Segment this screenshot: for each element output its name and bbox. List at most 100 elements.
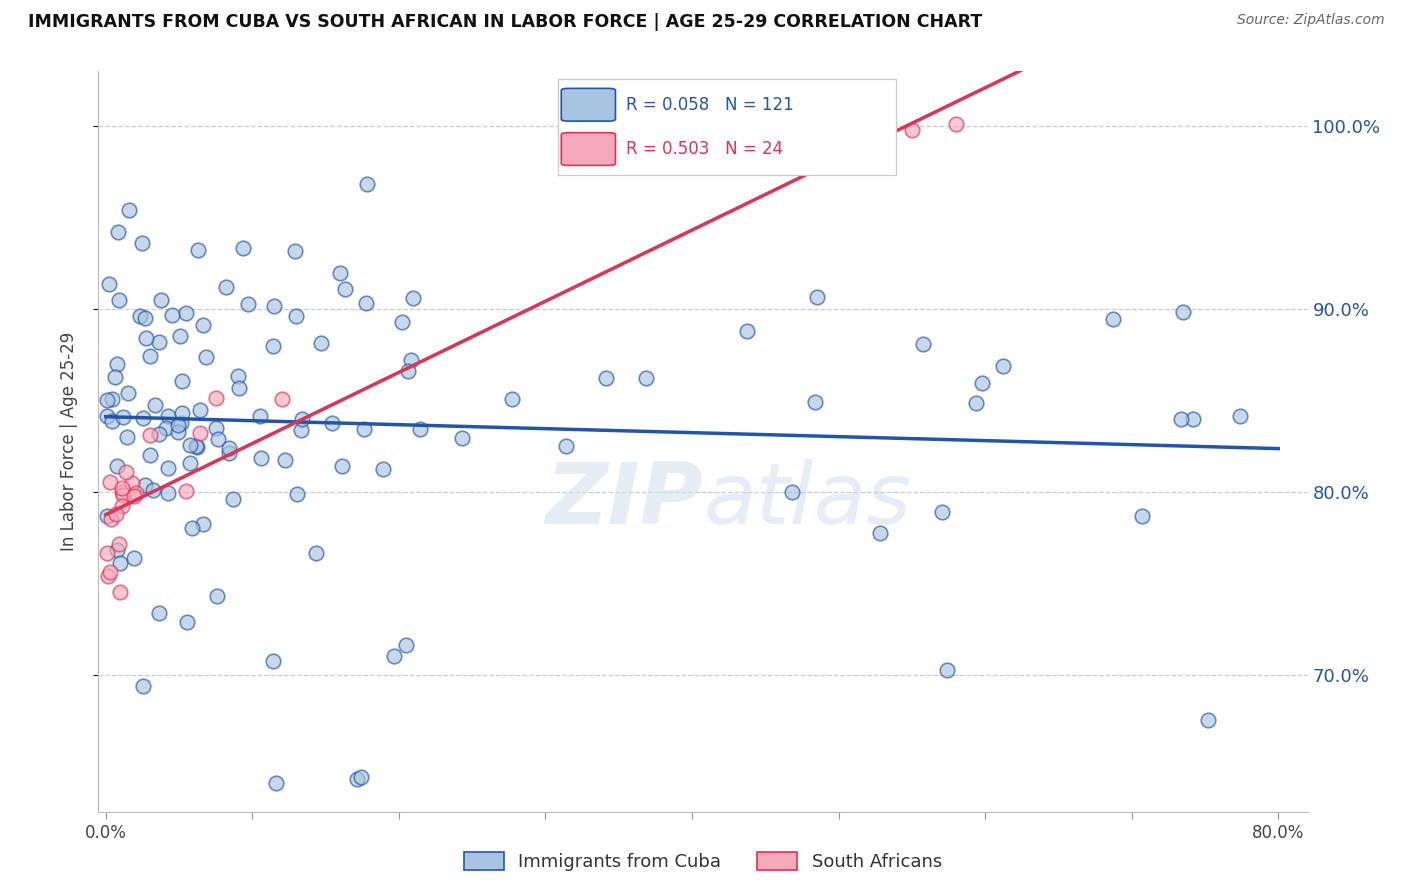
Point — [176, 306, 198, 320]
Point — [936, 663, 959, 677]
Point — [264, 776, 287, 790]
Point — [194, 350, 217, 364]
Point — [290, 423, 312, 437]
Point — [333, 282, 356, 296]
Point — [501, 392, 523, 407]
Point — [1173, 305, 1195, 319]
Point — [263, 299, 285, 313]
Point — [780, 484, 803, 499]
Point — [179, 437, 201, 451]
Point — [218, 441, 240, 455]
Point — [402, 291, 425, 305]
Point — [395, 638, 418, 652]
Point — [218, 446, 240, 460]
Point — [273, 453, 295, 467]
Point — [382, 649, 405, 664]
Point — [100, 512, 122, 526]
Point — [1229, 409, 1251, 424]
Point — [205, 589, 228, 603]
Text: IMMIGRANTS FROM CUBA VS SOUTH AFRICAN IN LABOR FORCE | AGE 25-29 CORRELATION CHA: IMMIGRANTS FROM CUBA VS SOUTH AFRICAN IN… — [28, 13, 983, 31]
Point — [595, 371, 617, 385]
Point — [156, 409, 179, 424]
Point — [117, 385, 139, 400]
Point — [98, 565, 121, 579]
Point — [291, 412, 314, 426]
Point — [869, 525, 891, 540]
Point — [110, 585, 132, 599]
Point — [131, 235, 153, 250]
Point — [193, 318, 215, 333]
Point — [169, 329, 191, 343]
Point — [110, 557, 132, 571]
Point — [111, 488, 134, 502]
Point — [101, 392, 124, 406]
Point — [215, 279, 238, 293]
Point — [803, 394, 825, 409]
Point — [330, 459, 353, 474]
Point — [167, 417, 190, 432]
Point — [309, 335, 332, 350]
Point — [97, 568, 120, 582]
Point — [285, 309, 308, 323]
Y-axis label: In Labor Force | Age 25-29: In Labor Force | Age 25-29 — [59, 332, 77, 551]
Point — [1182, 412, 1205, 426]
Point — [143, 398, 166, 412]
Text: ZIP: ZIP — [546, 459, 703, 542]
Point — [108, 293, 131, 307]
Point — [115, 465, 138, 479]
Point — [98, 475, 121, 489]
Point — [205, 421, 228, 435]
Point — [107, 537, 129, 551]
Point — [262, 338, 284, 352]
Point — [105, 458, 128, 473]
Point — [232, 241, 254, 255]
Point — [157, 461, 180, 475]
Point — [97, 277, 120, 291]
Point — [228, 381, 250, 395]
Point — [131, 679, 153, 693]
Point — [138, 349, 160, 363]
Point — [149, 293, 172, 307]
Point — [262, 654, 284, 668]
Point — [634, 371, 657, 385]
Point — [945, 117, 967, 131]
Point — [285, 487, 308, 501]
Point — [409, 422, 432, 436]
Point — [329, 266, 352, 280]
Point — [188, 403, 211, 417]
Point — [118, 202, 141, 217]
Point — [107, 225, 129, 239]
Point — [134, 311, 156, 326]
Point — [396, 364, 419, 378]
Point — [148, 606, 170, 620]
Point — [806, 290, 828, 304]
Point — [401, 353, 423, 368]
Point — [1130, 509, 1153, 524]
Point — [179, 456, 201, 470]
Point — [96, 409, 118, 423]
Point — [100, 414, 122, 428]
Point — [972, 376, 994, 390]
Point — [555, 439, 578, 453]
Point — [115, 429, 138, 443]
Point — [148, 427, 170, 442]
Point — [188, 425, 211, 440]
Text: atlas: atlas — [703, 459, 911, 542]
Point — [356, 177, 378, 191]
Point — [96, 392, 118, 407]
Point — [112, 410, 135, 425]
Point — [122, 550, 145, 565]
Point — [105, 357, 128, 371]
Point — [186, 440, 208, 454]
Point — [122, 489, 145, 503]
Point — [139, 448, 162, 462]
Point — [236, 297, 259, 311]
Point — [249, 409, 271, 423]
Point — [148, 334, 170, 349]
Point — [96, 508, 118, 523]
Point — [371, 462, 394, 476]
Point — [156, 485, 179, 500]
Text: Source: ZipAtlas.com: Source: ZipAtlas.com — [1237, 13, 1385, 28]
Point — [111, 499, 134, 513]
Point — [167, 425, 190, 439]
